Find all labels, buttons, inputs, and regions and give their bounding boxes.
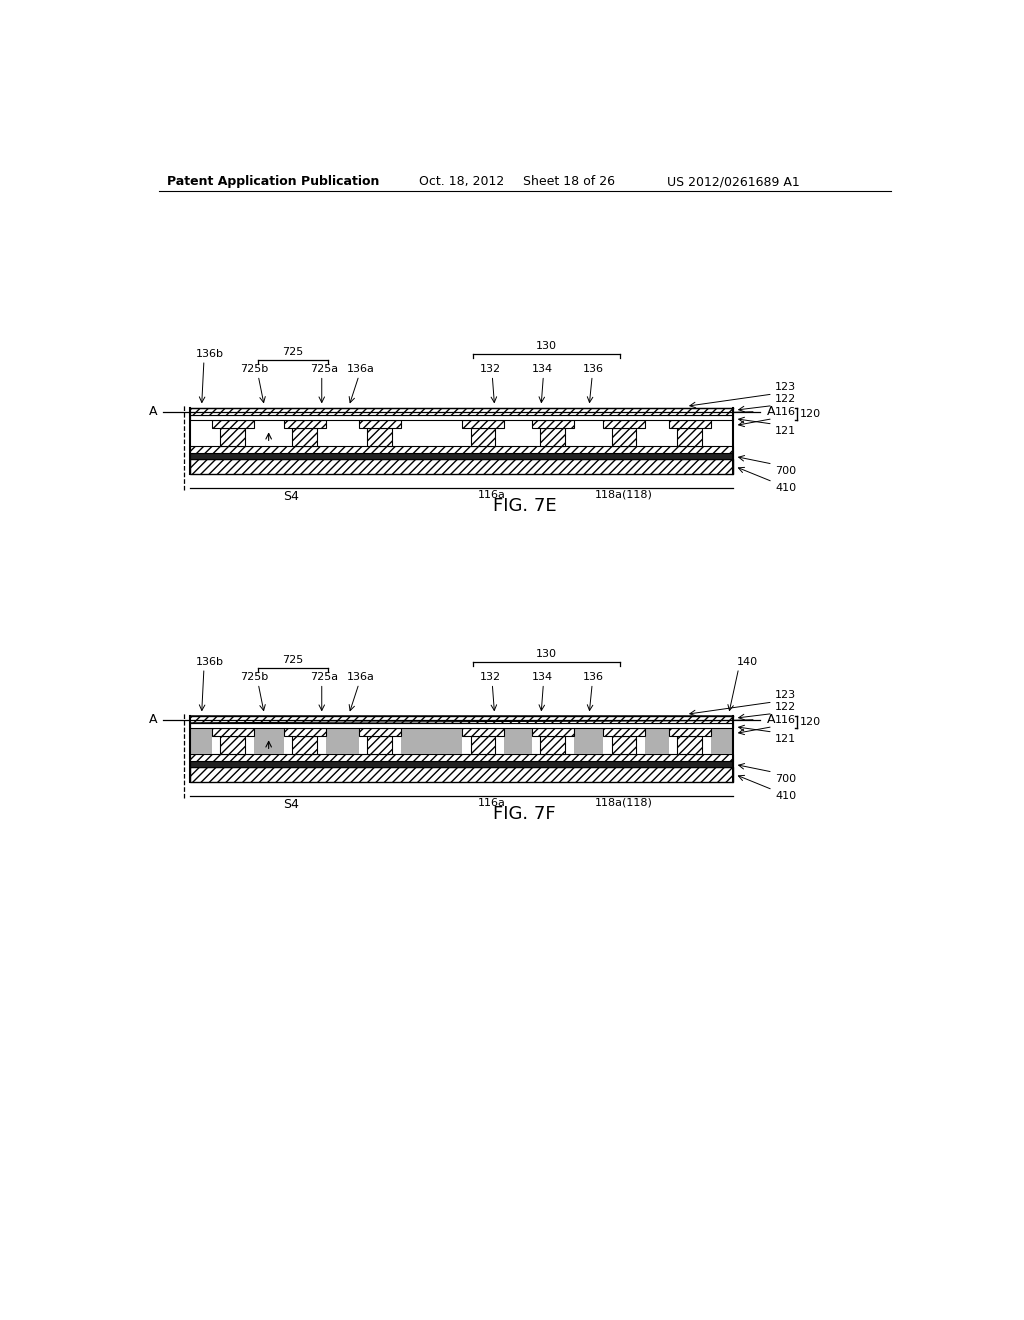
Text: 116a: 116a [478, 797, 506, 808]
Text: 725: 725 [283, 655, 304, 665]
Text: 118a(118): 118a(118) [595, 797, 653, 808]
Text: S4: S4 [283, 490, 299, 503]
Text: 123: 123 [775, 690, 797, 701]
Text: 725a: 725a [310, 672, 338, 682]
Text: 700: 700 [775, 466, 797, 475]
Bar [504, 729, 531, 755]
Bar [573, 729, 603, 755]
Bar [462, 729, 504, 737]
Bar [190, 446, 732, 453]
Bar [326, 729, 359, 755]
Bar [190, 453, 732, 459]
Bar [359, 420, 400, 428]
Text: 136a: 136a [346, 672, 375, 682]
Bar [611, 737, 636, 755]
Text: 136: 136 [583, 672, 603, 682]
Text: 130: 130 [536, 649, 557, 659]
Text: US 2012/0261689 A1: US 2012/0261689 A1 [667, 176, 800, 189]
Bar [462, 420, 504, 428]
Text: 134: 134 [532, 672, 553, 682]
Text: A: A [148, 713, 158, 726]
Text: FIG. 7E: FIG. 7E [493, 498, 557, 515]
Text: 136a: 136a [346, 364, 375, 374]
Bar [368, 428, 392, 446]
Text: Patent Application Publication: Patent Application Publication [167, 176, 379, 189]
Text: 725b: 725b [241, 672, 268, 682]
Text: A: A [148, 405, 158, 418]
Bar [190, 414, 732, 420]
Text: A: A [767, 713, 775, 726]
Bar [669, 420, 711, 428]
Bar [190, 729, 212, 755]
Text: 118a(118): 118a(118) [595, 490, 653, 499]
Bar [541, 428, 565, 446]
Text: 130: 130 [536, 341, 557, 351]
Text: Sheet 18 of 26: Sheet 18 of 26 [523, 176, 615, 189]
Text: 725: 725 [283, 347, 304, 358]
Bar [190, 723, 732, 729]
Bar [220, 428, 245, 446]
Text: 122: 122 [775, 395, 797, 404]
Bar [531, 420, 573, 428]
Text: 120: 120 [800, 717, 821, 727]
Text: 121: 121 [775, 425, 797, 436]
Bar [190, 408, 732, 414]
Text: 116: 116 [775, 715, 796, 725]
Text: 136: 136 [583, 364, 603, 374]
Text: 122: 122 [775, 702, 797, 711]
Text: Oct. 18, 2012: Oct. 18, 2012 [419, 176, 504, 189]
Bar [471, 737, 496, 755]
Bar [531, 729, 573, 737]
Bar [400, 729, 462, 755]
Bar [603, 420, 645, 428]
Text: 410: 410 [775, 483, 797, 494]
Text: 725a: 725a [310, 364, 338, 374]
Text: 121: 121 [775, 734, 797, 743]
Bar [368, 737, 392, 755]
Text: 700: 700 [775, 774, 797, 784]
Text: 136b: 136b [197, 656, 224, 667]
Text: 410: 410 [775, 792, 797, 801]
Bar [254, 729, 284, 755]
Bar [678, 428, 702, 446]
Text: S4: S4 [283, 797, 299, 810]
Bar [359, 729, 400, 737]
Bar [471, 428, 496, 446]
Bar [284, 729, 326, 737]
Bar [190, 715, 732, 723]
Bar [603, 729, 645, 737]
Bar [220, 737, 245, 755]
Bar [678, 737, 702, 755]
Bar [611, 428, 636, 446]
Bar [284, 420, 326, 428]
Bar [292, 737, 317, 755]
Text: 132: 132 [480, 364, 502, 374]
Text: 725b: 725b [241, 364, 268, 374]
Bar [669, 729, 711, 737]
Bar [711, 729, 732, 755]
Text: 120: 120 [800, 409, 821, 418]
Text: 134: 134 [532, 364, 553, 374]
Text: A: A [767, 405, 775, 418]
Text: 116: 116 [775, 407, 796, 417]
Bar [212, 729, 254, 737]
Text: 116a: 116a [478, 490, 506, 499]
Bar [190, 459, 732, 474]
Text: FIG. 7F: FIG. 7F [494, 805, 556, 824]
Bar [212, 420, 254, 428]
Polygon shape [190, 715, 732, 723]
Text: 136b: 136b [197, 348, 224, 359]
Bar [541, 737, 565, 755]
Bar [292, 428, 317, 446]
Bar [190, 755, 732, 762]
Text: 132: 132 [480, 672, 502, 682]
Bar [645, 729, 669, 755]
Bar [190, 767, 732, 781]
Bar [190, 762, 732, 767]
Text: 140: 140 [736, 656, 758, 667]
Text: 123: 123 [775, 383, 797, 392]
